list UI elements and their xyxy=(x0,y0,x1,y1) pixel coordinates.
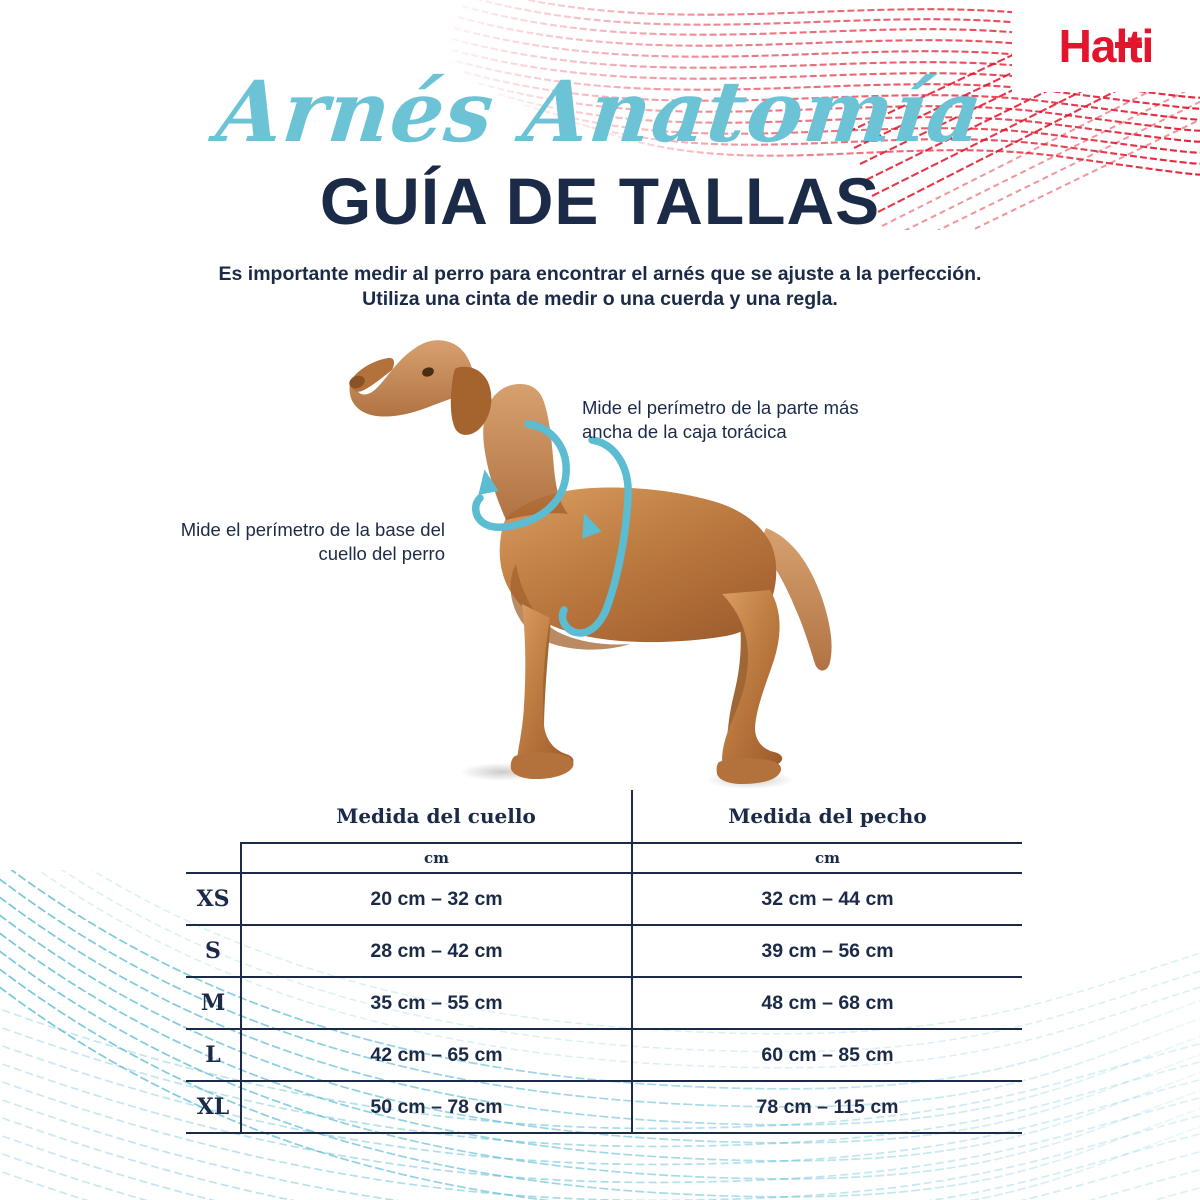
dog-tail xyxy=(758,528,832,671)
neck-range: 50 cm – 78 cm xyxy=(240,1080,632,1134)
neck-range: 35 cm – 55 cm xyxy=(240,976,632,1029)
unit-header-chest: cm xyxy=(631,842,1022,873)
column-header-neck: Medida del cuello xyxy=(336,804,536,828)
dog-torso xyxy=(499,487,777,643)
dog-illustration xyxy=(330,332,850,792)
table-corner-cell-2 xyxy=(186,843,241,873)
size-label: M xyxy=(186,976,241,1029)
size-label: S xyxy=(186,924,241,977)
neck-range: 42 cm – 65 cm xyxy=(240,1028,632,1081)
table-row: L 42 cm – 65 cm 60 cm – 85 cm xyxy=(186,1028,1022,1081)
neck-arrow-head xyxy=(478,469,499,495)
page-title: GUÍA DE TALLAS xyxy=(319,164,881,238)
size-label: L xyxy=(186,1028,241,1081)
size-label: XL xyxy=(186,1080,241,1134)
table-row: S 28 cm – 42 cm 39 cm – 56 cm xyxy=(186,924,1022,977)
table-group-header-row: Medida del cuello Medida del pecho xyxy=(186,790,1022,843)
table-row: XL 50 cm – 78 cm 78 cm – 115 cm xyxy=(186,1080,1022,1134)
subtitle-line-1: Es importante medir al perro para encont… xyxy=(218,263,982,285)
table-row: M 35 cm – 55 cm 48 cm – 68 cm xyxy=(186,976,1022,1029)
chest-arrow-head xyxy=(582,512,602,539)
brand-logo-text: Halti xyxy=(1058,20,1155,72)
chest-range: 78 cm – 115 cm xyxy=(631,1080,1022,1134)
subtitle: Es importante medir al perro para encont… xyxy=(0,262,1200,312)
column-header-chest: Medida del pecho xyxy=(631,790,1022,843)
callout-chest-measurement: Mide el perímetro de la parte más ancha … xyxy=(582,397,859,442)
table-row: XS 20 cm – 32 cm 32 cm – 44 cm xyxy=(186,872,1022,925)
table-unit-header-row: cm cm xyxy=(186,842,1022,873)
chest-range: 48 cm – 68 cm xyxy=(631,976,1022,1029)
dog-ear xyxy=(450,366,492,435)
chest-range: 39 cm – 56 cm xyxy=(631,924,1022,977)
dog-neck xyxy=(483,384,568,520)
size-chart: Medida del cuello Medida del pecho cm cm… xyxy=(186,790,1022,1140)
size-chart-body: XS 20 cm – 32 cm 32 cm – 44 cm S 28 cm – 42 … xyxy=(186,872,1022,1134)
table-corner-cell xyxy=(186,790,241,843)
dog-hind-paw xyxy=(716,758,782,784)
chest-measurement-arrow xyxy=(558,436,632,637)
chest-range: 60 cm – 85 cm xyxy=(631,1028,1022,1081)
callout-neck-measurement: Mide el perímetro de la base del cuello … xyxy=(180,519,445,564)
dog-nose xyxy=(349,375,365,389)
dog-eye xyxy=(422,367,434,377)
neck-range: 28 cm – 42 cm xyxy=(240,924,632,977)
logo-t-crossbar xyxy=(1114,42,1142,48)
dog-hind-leg xyxy=(722,590,783,774)
chest-range: 32 cm – 44 cm xyxy=(631,872,1022,925)
brand-logo: Halti xyxy=(1012,0,1200,92)
subtitle-line-2: Utiliza una cinta de medir o una cuerda … xyxy=(362,288,838,310)
unit-header-neck: cm xyxy=(240,842,632,873)
size-chart-table: Medida del cuello Medida del pecho cm cm… xyxy=(186,790,1022,1134)
neck-measurement-arrow xyxy=(472,420,570,531)
dog-front-paw xyxy=(510,752,574,779)
neck-range: 20 cm – 32 cm xyxy=(240,872,632,925)
dog-front-leg xyxy=(517,604,574,770)
size-label: XS xyxy=(186,872,241,925)
